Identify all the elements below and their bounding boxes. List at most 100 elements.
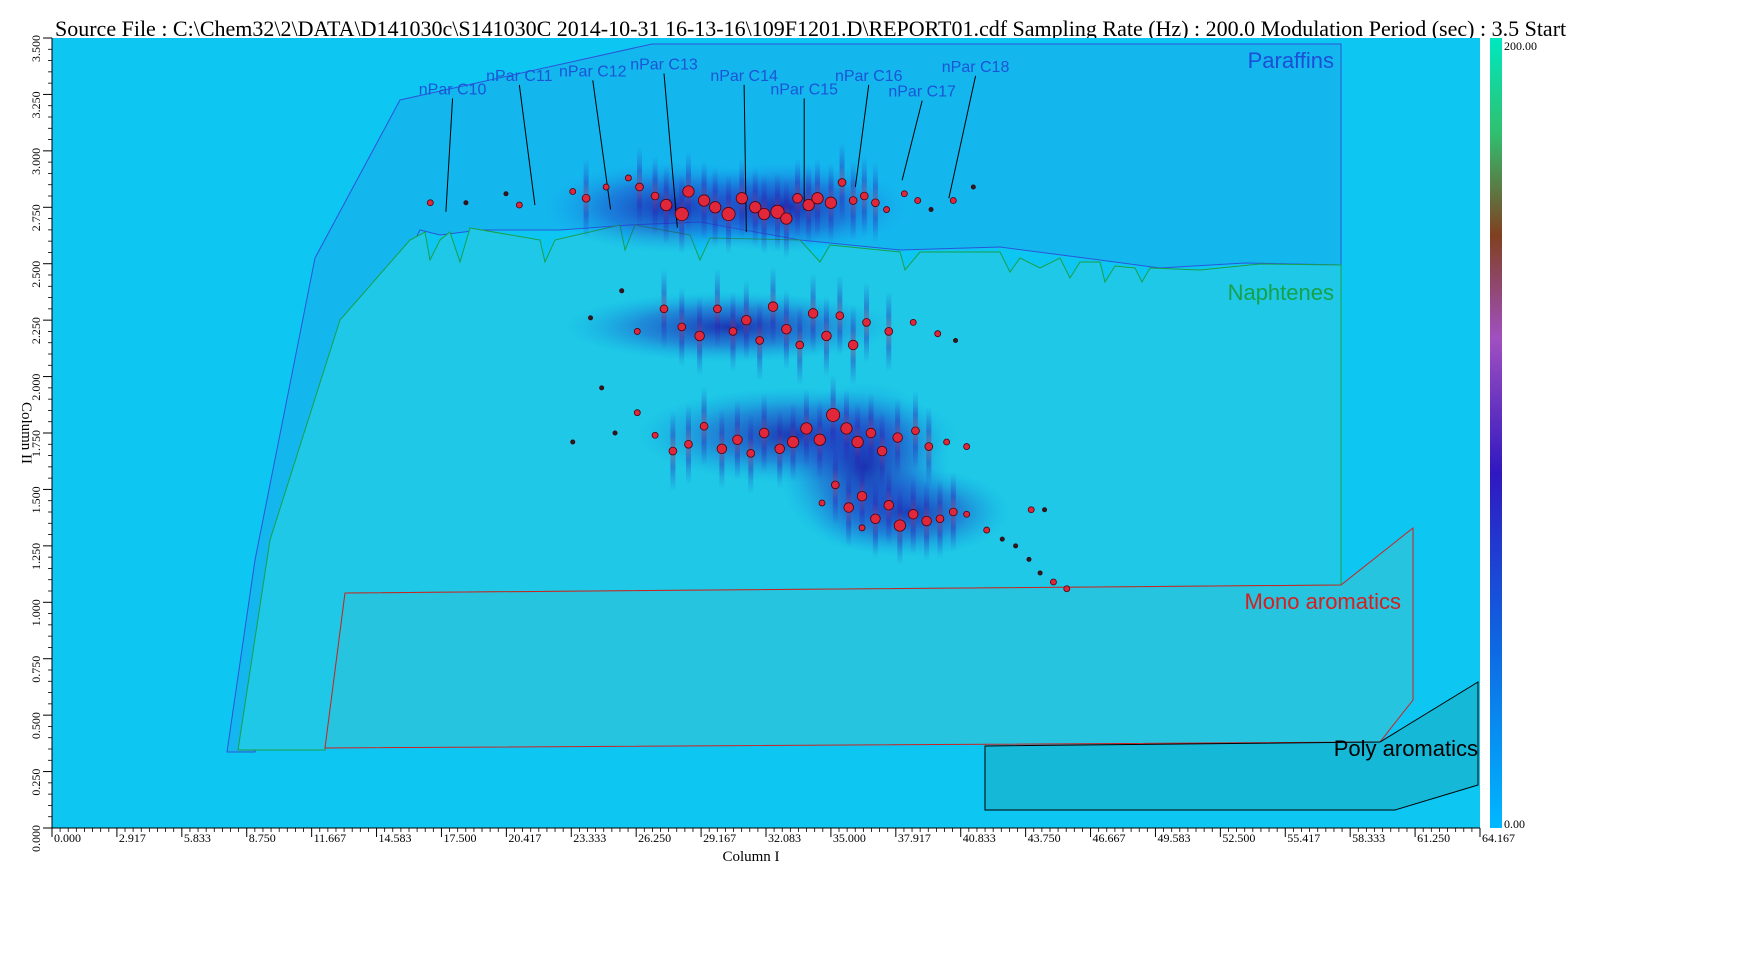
x-tick-label: 61.250 bbox=[1417, 831, 1450, 845]
y-tick-label: 0.750 bbox=[29, 656, 43, 683]
x-tick-label: 26.250 bbox=[638, 831, 671, 845]
peak-marker bbox=[848, 196, 858, 205]
peak-marker bbox=[755, 336, 764, 345]
peak-marker bbox=[588, 315, 594, 321]
x-tick-label: 58.333 bbox=[1352, 831, 1385, 845]
peak-marker bbox=[983, 526, 991, 534]
peak-marker bbox=[795, 340, 805, 350]
colorbar-min-label: 0.00 bbox=[1504, 817, 1525, 831]
peak-markers bbox=[426, 174, 1071, 593]
peak-label-lines bbox=[445, 73, 977, 233]
peak-label: nPar C17 bbox=[888, 84, 956, 101]
peak-marker bbox=[847, 339, 859, 351]
peak-marker bbox=[843, 502, 854, 513]
y-tick-label: 1.000 bbox=[29, 599, 43, 626]
peak-marker bbox=[716, 443, 728, 455]
peak-marker bbox=[840, 422, 853, 435]
y-tick-label: 2.500 bbox=[29, 261, 43, 288]
x-tick-label: 52.500 bbox=[1222, 831, 1255, 845]
peak-leader-line bbox=[948, 75, 977, 199]
peak-marker bbox=[684, 439, 693, 449]
x-tick-label: 49.583 bbox=[1157, 831, 1190, 845]
peak-marker bbox=[749, 201, 762, 214]
peak-marker bbox=[774, 443, 785, 455]
peak-marker bbox=[800, 422, 813, 435]
peak-marker bbox=[694, 330, 705, 342]
peak-marker bbox=[862, 318, 871, 327]
peak-marker bbox=[970, 184, 976, 190]
mono-aromatics-region bbox=[324, 526, 1414, 749]
peak-marker bbox=[668, 446, 678, 456]
peak-marker bbox=[728, 327, 738, 336]
peak-leader-line bbox=[518, 84, 536, 206]
peak-marker bbox=[831, 480, 840, 490]
peak-marker bbox=[633, 409, 641, 417]
peak-marker bbox=[802, 198, 815, 212]
peak-leader-line bbox=[743, 84, 747, 233]
peak-marker bbox=[921, 515, 932, 527]
x-tick-label: 55.417 bbox=[1287, 831, 1320, 845]
peak-marker bbox=[659, 304, 669, 314]
peak-marker bbox=[515, 201, 523, 209]
x-tick-label: 17.500 bbox=[443, 831, 476, 845]
peak-marker bbox=[786, 435, 800, 449]
peak-marker bbox=[709, 201, 722, 214]
peak-marker bbox=[735, 192, 748, 205]
peak-marker bbox=[871, 198, 880, 208]
y-tick-label: 0.500 bbox=[29, 712, 43, 739]
y-axis-ticks: 0.000 0.250 0.500 0.750 1.000 1.250 1.500 1.750… bbox=[29, 35, 52, 852]
peak-marker bbox=[1013, 543, 1019, 549]
peak-marker bbox=[677, 322, 687, 332]
peak-marker bbox=[1026, 556, 1032, 562]
peak-marker bbox=[713, 304, 722, 314]
x-axis-title: Column I bbox=[722, 849, 779, 865]
peak-marker bbox=[633, 328, 641, 335]
peak-label: nPar C16 bbox=[835, 68, 903, 85]
peak-label: nPar C18 bbox=[942, 59, 1010, 76]
peak-leader-line bbox=[445, 98, 454, 212]
x-tick-label: 8.750 bbox=[249, 831, 276, 845]
x-tick-label: 37.917 bbox=[898, 831, 931, 845]
peak-marker bbox=[883, 500, 894, 511]
y-tick-label: 3.250 bbox=[29, 91, 43, 118]
peak-marker bbox=[1050, 578, 1057, 586]
peak-marker bbox=[635, 182, 644, 192]
x-tick-label: 32.083 bbox=[768, 831, 801, 845]
peak-label: nPar C13 bbox=[630, 57, 698, 74]
y-tick-label: 2.250 bbox=[29, 317, 43, 344]
x-tick-label: 23.333 bbox=[573, 831, 606, 845]
peak-marker bbox=[963, 443, 971, 450]
y-tick-label: 2.750 bbox=[29, 204, 43, 231]
peak-marker bbox=[870, 513, 881, 524]
peak-marker bbox=[758, 427, 770, 439]
peak-marker bbox=[893, 519, 906, 532]
x-tick-label: 11.667 bbox=[314, 831, 347, 845]
peak-label: nPar C11 bbox=[486, 68, 553, 85]
peak-marker bbox=[824, 196, 838, 209]
peak-marker bbox=[884, 327, 894, 336]
y-tick-label: 3.000 bbox=[29, 148, 43, 175]
peak-marker bbox=[781, 323, 792, 335]
x-tick-label: 64.167 bbox=[1482, 831, 1515, 845]
colorbar-max-label: 200.00 bbox=[1504, 39, 1537, 53]
x-tick-label: 46.667 bbox=[1093, 831, 1126, 845]
peak-leader-line bbox=[663, 73, 678, 228]
peak-marker bbox=[780, 212, 793, 225]
peak-marker bbox=[924, 442, 934, 451]
peak-label: nPar C12 bbox=[559, 63, 627, 80]
peak-marker bbox=[953, 337, 959, 343]
peak-marker bbox=[1037, 570, 1043, 576]
x-tick-label: 2.917 bbox=[119, 831, 146, 845]
peak-marker bbox=[892, 432, 903, 443]
y-tick-label: 0.000 bbox=[29, 825, 43, 852]
peak-marker bbox=[826, 407, 841, 422]
peak-leader-line bbox=[901, 100, 923, 181]
paraffins-region bbox=[226, 43, 1342, 753]
x-tick-label: 0.000 bbox=[54, 831, 81, 845]
x-tick-label: 20.417 bbox=[508, 831, 541, 845]
peak-marker bbox=[999, 536, 1005, 542]
naphtenes-label: Naphtenes bbox=[1228, 280, 1334, 305]
poly-aromatics-label: Poly aromatics bbox=[1334, 736, 1478, 761]
